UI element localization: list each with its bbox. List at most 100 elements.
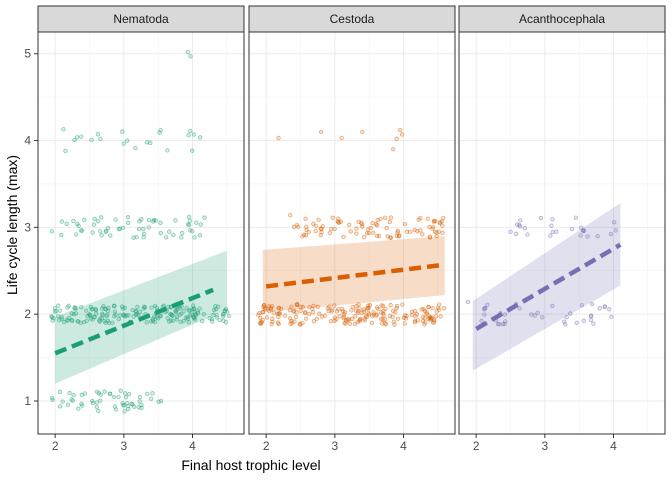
data-point: [334, 309, 340, 314]
data-point: [348, 229, 353, 234]
data-point: [364, 314, 369, 320]
data-point: [171, 232, 176, 238]
data-point: [49, 314, 54, 319]
data-point: [55, 313, 61, 319]
data-point: [185, 315, 190, 320]
data-point: [282, 313, 288, 318]
data-point: [188, 128, 193, 134]
data-point: [419, 307, 424, 312]
data-point: [98, 392, 103, 397]
x-tick-label: 3: [541, 439, 548, 453]
data-point: [310, 306, 315, 312]
data-point: [99, 215, 104, 220]
data-point: [513, 231, 519, 236]
data-point: [440, 230, 445, 236]
data-point: [99, 233, 104, 238]
data-point: [340, 309, 345, 314]
data-point: [88, 304, 93, 310]
data-point: [74, 232, 79, 237]
data-point: [66, 303, 71, 308]
data-point: [350, 304, 355, 310]
data-point: [200, 318, 205, 324]
x-tick-label: 4: [189, 439, 196, 453]
data-point: [538, 215, 544, 221]
data-point: [329, 309, 334, 314]
facet-strip-label: Nematoda: [113, 12, 169, 26]
data-point: [550, 217, 555, 222]
facet-strip-label: Acanthocephala: [519, 12, 605, 26]
data-point: [368, 225, 373, 231]
data-point: [57, 308, 63, 313]
data-point: [130, 307, 135, 313]
data-point: [120, 306, 126, 311]
data-point: [202, 215, 207, 220]
panel-acanthocephala: Acanthocephala 2 3 4: [458, 5, 666, 453]
data-point: [91, 222, 97, 227]
data-point: [289, 318, 294, 324]
data-point: [427, 224, 432, 230]
data-point: [57, 389, 63, 395]
x-tick-label: 4: [610, 439, 617, 453]
data-point: [137, 394, 143, 400]
data-point: [209, 316, 215, 322]
data-point: [126, 403, 131, 409]
data-point: [213, 303, 218, 309]
data-point: [314, 316, 319, 322]
data-point: [374, 233, 380, 239]
data-point: [144, 320, 149, 325]
data-point: [257, 310, 262, 316]
data-point: [347, 321, 353, 326]
gridlines: [38, 32, 244, 434]
data-point: [85, 313, 90, 319]
data-point: [98, 229, 103, 234]
y-tick-label: 5: [24, 47, 31, 61]
data-point: [177, 312, 182, 317]
data-point: [187, 218, 193, 223]
data-point: [479, 318, 484, 324]
data-point: [276, 314, 281, 320]
data-point: [294, 222, 300, 228]
data-point: [354, 231, 359, 236]
data-point: [317, 311, 322, 316]
data-point: [548, 233, 553, 238]
data-point: [347, 317, 352, 322]
data-point: [581, 318, 586, 323]
data-point: [397, 233, 402, 238]
data-point: [374, 305, 380, 310]
data-point: [366, 310, 371, 316]
data-point: [378, 216, 383, 222]
data-point: [95, 219, 101, 224]
data-point: [313, 223, 318, 229]
data-point: [303, 233, 309, 238]
data-point: [362, 318, 367, 323]
data-point: [113, 407, 119, 412]
data-point: [120, 129, 125, 134]
data-point: [185, 221, 191, 227]
data-point: [106, 305, 111, 311]
data-point: [100, 312, 106, 317]
data-point: [144, 140, 150, 145]
data-point: [430, 305, 435, 311]
data-point: [141, 231, 147, 237]
data-point: [197, 135, 203, 140]
data-point: [360, 222, 365, 227]
data-point: [142, 304, 147, 309]
facet-strip-label: Cestoda: [330, 12, 375, 26]
data-point: [609, 314, 614, 319]
data-point: [358, 316, 363, 322]
data-point: [434, 309, 439, 314]
data-point: [158, 220, 163, 225]
data-point: [429, 315, 435, 320]
data-point: [413, 314, 418, 319]
data-point: [134, 235, 139, 240]
data-point: [258, 321, 263, 326]
data-point: [192, 235, 197, 240]
data-point: [275, 320, 281, 325]
data-point: [95, 132, 101, 137]
fit-line: [54, 287, 214, 356]
data-point: [126, 392, 132, 397]
y-tick-label: 3: [24, 220, 31, 234]
data-point: [387, 219, 392, 225]
data-point: [402, 221, 408, 227]
data-point: [264, 315, 270, 320]
